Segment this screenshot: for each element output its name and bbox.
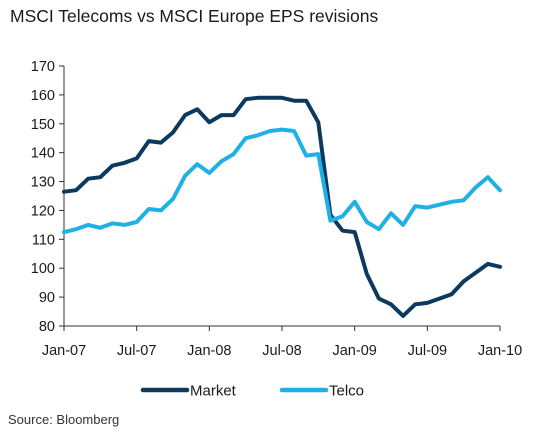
y-tick-label: 100 [31, 261, 55, 277]
x-tick-label: Jul-09 [408, 343, 448, 359]
x-tick-label: Jul-07 [117, 343, 157, 359]
series-line-market [62, 95, 502, 318]
y-tick-label: 110 [32, 232, 55, 248]
chart-title: MSCI Telecoms vs MSCI Europe EPS revisio… [10, 6, 379, 26]
x-tick-label: Jan-10 [478, 343, 522, 359]
x-tick-label: Jan-08 [187, 343, 231, 359]
legend: Market Telco [140, 383, 364, 400]
series-line-telco [62, 127, 502, 235]
axes: 80 90 100 110 120 130 140 150 160 170 Jan-07 Jul-07… [31, 59, 522, 359]
legend-label-telco: Telco [329, 383, 364, 400]
x-tick-label: Jan-07 [42, 343, 86, 359]
y-tick-label: 170 [31, 59, 55, 75]
series-lines [62, 95, 502, 318]
y-tick-label: 150 [31, 117, 55, 133]
y-tick-label: 140 [31, 146, 55, 162]
x-tick-label: Jan-09 [332, 343, 376, 359]
y-tick-label: 160 [31, 88, 55, 104]
y-tick-label: 130 [31, 175, 55, 191]
y-tick-label: 120 [31, 203, 55, 219]
y-tick-label: 80 [39, 319, 55, 335]
x-tick-label: Jul-08 [262, 343, 302, 359]
legend-label-market: Market [190, 383, 237, 400]
source-note: Source: Bloomberg [8, 412, 120, 427]
y-tick-label: 90 [39, 290, 55, 306]
